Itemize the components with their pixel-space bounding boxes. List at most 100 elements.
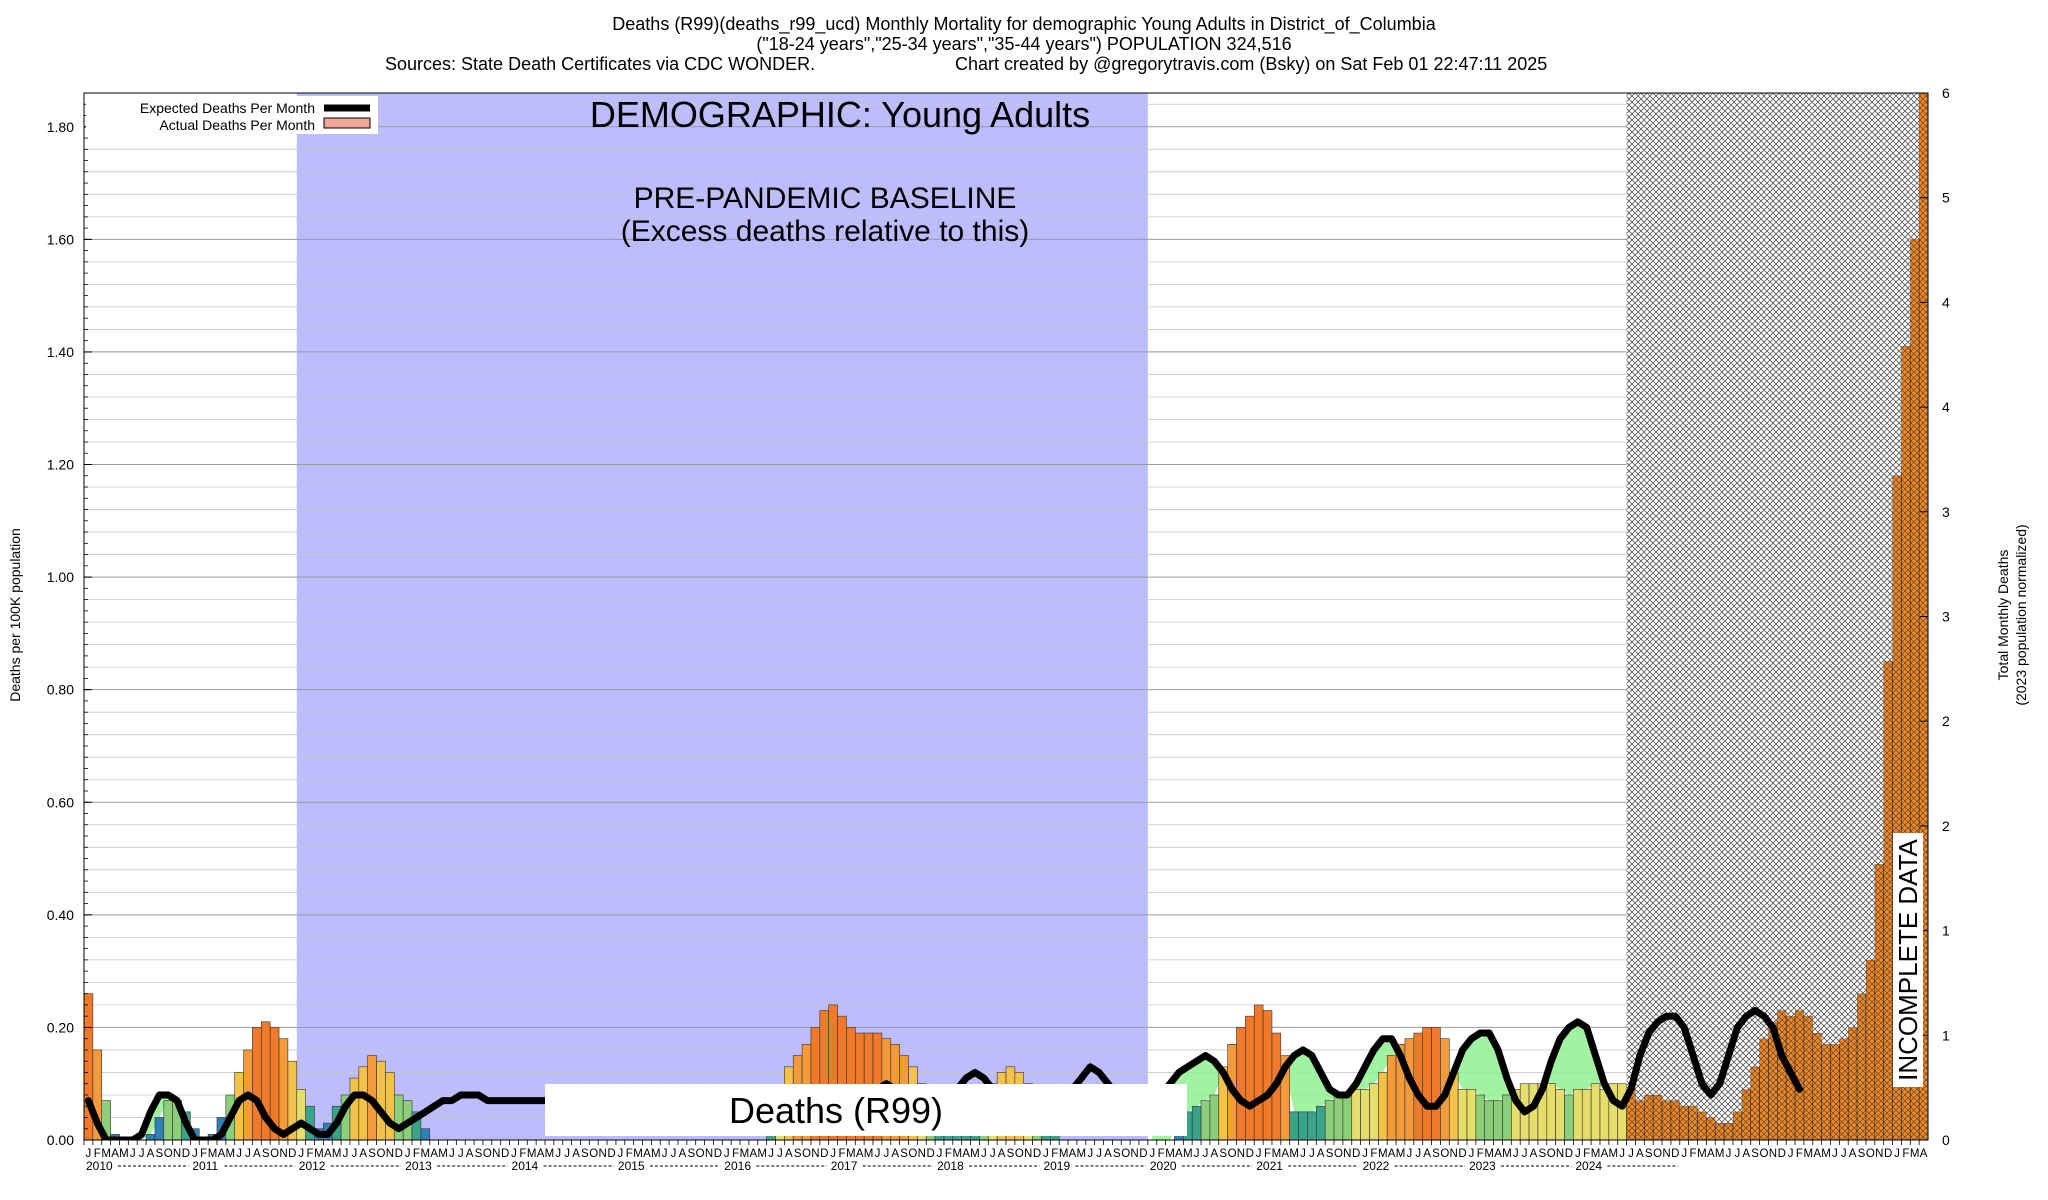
x-month-label: M	[1378, 1148, 1388, 1160]
x-month-label: M	[757, 1148, 767, 1160]
x-month-label: M	[1910, 1148, 1920, 1160]
x-year-label: 2018	[937, 1159, 964, 1173]
x-month-label: D	[1884, 1148, 1892, 1160]
x-month-label: J	[1300, 1148, 1306, 1160]
actual-bar-hatch	[1626, 1089, 1636, 1140]
x-month-label: J	[671, 1148, 677, 1160]
actual-bar-hatch	[1803, 1016, 1813, 1140]
x-month-label: J	[1894, 1148, 1900, 1160]
x-month-label: O	[1121, 1148, 1130, 1160]
y2-tick-label: 1	[1942, 1027, 1950, 1043]
actual-bar-hatch	[1724, 1123, 1733, 1140]
incomplete-hatch	[1910, 93, 1920, 240]
x-year-label: 2020	[1150, 1159, 1177, 1173]
x-month-label: J	[139, 1148, 145, 1160]
x-month-label: N	[1024, 1148, 1032, 1160]
x-month-label: M	[651, 1148, 661, 1160]
x-month-label: F	[1051, 1148, 1058, 1160]
cause-label-box	[545, 1084, 1187, 1136]
y-tick-label: 1.20	[47, 457, 74, 473]
x-month-label: D	[395, 1148, 403, 1160]
incomplete-hatch	[1865, 93, 1875, 960]
actual-bar-hatch	[1732, 1111, 1742, 1140]
actual-bar	[411, 1111, 422, 1140]
actual-bar-hatch	[1821, 1044, 1831, 1140]
incomplete-hatch	[1874, 93, 1884, 865]
x-month-label: F	[1158, 1148, 1165, 1160]
incomplete-hatch	[1795, 93, 1804, 1011]
incomplete-hatch	[1839, 93, 1849, 1039]
actual-bar	[296, 1089, 306, 1140]
actual-bar	[1200, 1100, 1211, 1140]
x-month-label: A	[1742, 1148, 1750, 1160]
actual-bar	[1422, 1027, 1432, 1140]
y2-tick-label: 4	[1942, 294, 1950, 310]
incomplete-hatch	[1892, 93, 1902, 476]
actual-bar	[1386, 1055, 1397, 1140]
x-month-label: O	[1760, 1148, 1769, 1160]
x-month-label: J	[405, 1148, 411, 1160]
x-month-label: J	[1087, 1148, 1093, 1160]
x-month-label: M	[1183, 1148, 1193, 1160]
x-month-label: A	[1707, 1148, 1715, 1160]
actual-bar-hatch	[1706, 1117, 1716, 1140]
y2-axis-label-line2: (2023 population normalized)	[2013, 524, 2029, 705]
x-month-label: J	[1619, 1148, 1625, 1160]
x-month-label: J	[1735, 1148, 1741, 1160]
x-month-label: A	[1175, 1148, 1183, 1160]
x-month-label: A	[111, 1148, 119, 1160]
x-month-label: A	[1388, 1148, 1396, 1160]
actual-bar-hatch	[1839, 1038, 1849, 1140]
actual-bar	[1546, 1083, 1556, 1140]
actual-bar	[1484, 1100, 1494, 1140]
x-month-label: J	[981, 1148, 987, 1160]
y2-tick-label: 1	[1942, 923, 1950, 939]
x-month-label: D	[1565, 1148, 1573, 1160]
x-month-label: J	[1522, 1148, 1528, 1160]
cause-label: Deaths (R99)	[729, 1090, 943, 1131]
x-month-label: J	[1841, 1148, 1847, 1160]
x-month-label: F	[1690, 1148, 1697, 1160]
x-month-label: J	[724, 1148, 730, 1160]
actual-bar	[1378, 1072, 1388, 1140]
x-month-label: S	[1539, 1148, 1547, 1160]
actual-bar-hatch	[1653, 1094, 1663, 1140]
x-month-label: J	[555, 1148, 561, 1160]
incomplete-hatch	[1768, 93, 1778, 1022]
x-month-label: F	[945, 1148, 952, 1160]
actual-bar	[1617, 1083, 1627, 1140]
actual-bar	[1466, 1089, 1477, 1140]
actual-bar	[1431, 1027, 1441, 1140]
actual-bar	[376, 1060, 386, 1140]
x-month-label: J	[937, 1148, 943, 1160]
x-month-label: M	[1396, 1148, 1406, 1160]
x-month-label: N	[386, 1148, 394, 1160]
x-month-label: O	[1334, 1148, 1343, 1160]
y2-axis-label-line1: Total Monthly Deaths	[1995, 550, 2011, 681]
x-year-label: 2012	[299, 1159, 326, 1173]
x-month-label: M	[1821, 1148, 1831, 1160]
actual-bar-hatch	[1777, 1010, 1787, 1140]
actual-bar	[1324, 1100, 1335, 1140]
actual-bar	[1245, 1015, 1255, 1140]
y-tick-label: 1.00	[47, 569, 74, 585]
x-month-label: D	[926, 1148, 934, 1160]
incomplete-hatch	[1759, 93, 1769, 1039]
incomplete-hatch	[1724, 93, 1733, 1124]
x-month-label: S	[156, 1148, 164, 1160]
incomplete-hatch	[1821, 93, 1831, 1045]
x-month-label: S	[687, 1148, 695, 1160]
y2-tick-label: 3	[1942, 609, 1950, 625]
x-month-label: N	[1875, 1148, 1883, 1160]
incomplete-hatch	[1857, 93, 1866, 994]
actual-bar	[1280, 1055, 1290, 1140]
x-month-label: F	[732, 1148, 739, 1160]
demographic-label: DEMOGRAPHIC: Young Adults	[590, 94, 1090, 135]
x-month-label: J	[1407, 1148, 1413, 1160]
x-month-label: M	[314, 1148, 324, 1160]
actual-bar	[420, 1128, 431, 1140]
incomplete-hatch	[1635, 93, 1645, 1101]
x-month-label: A	[572, 1148, 580, 1160]
x-month-label: M	[421, 1148, 431, 1160]
actual-bar	[1191, 1105, 1202, 1140]
